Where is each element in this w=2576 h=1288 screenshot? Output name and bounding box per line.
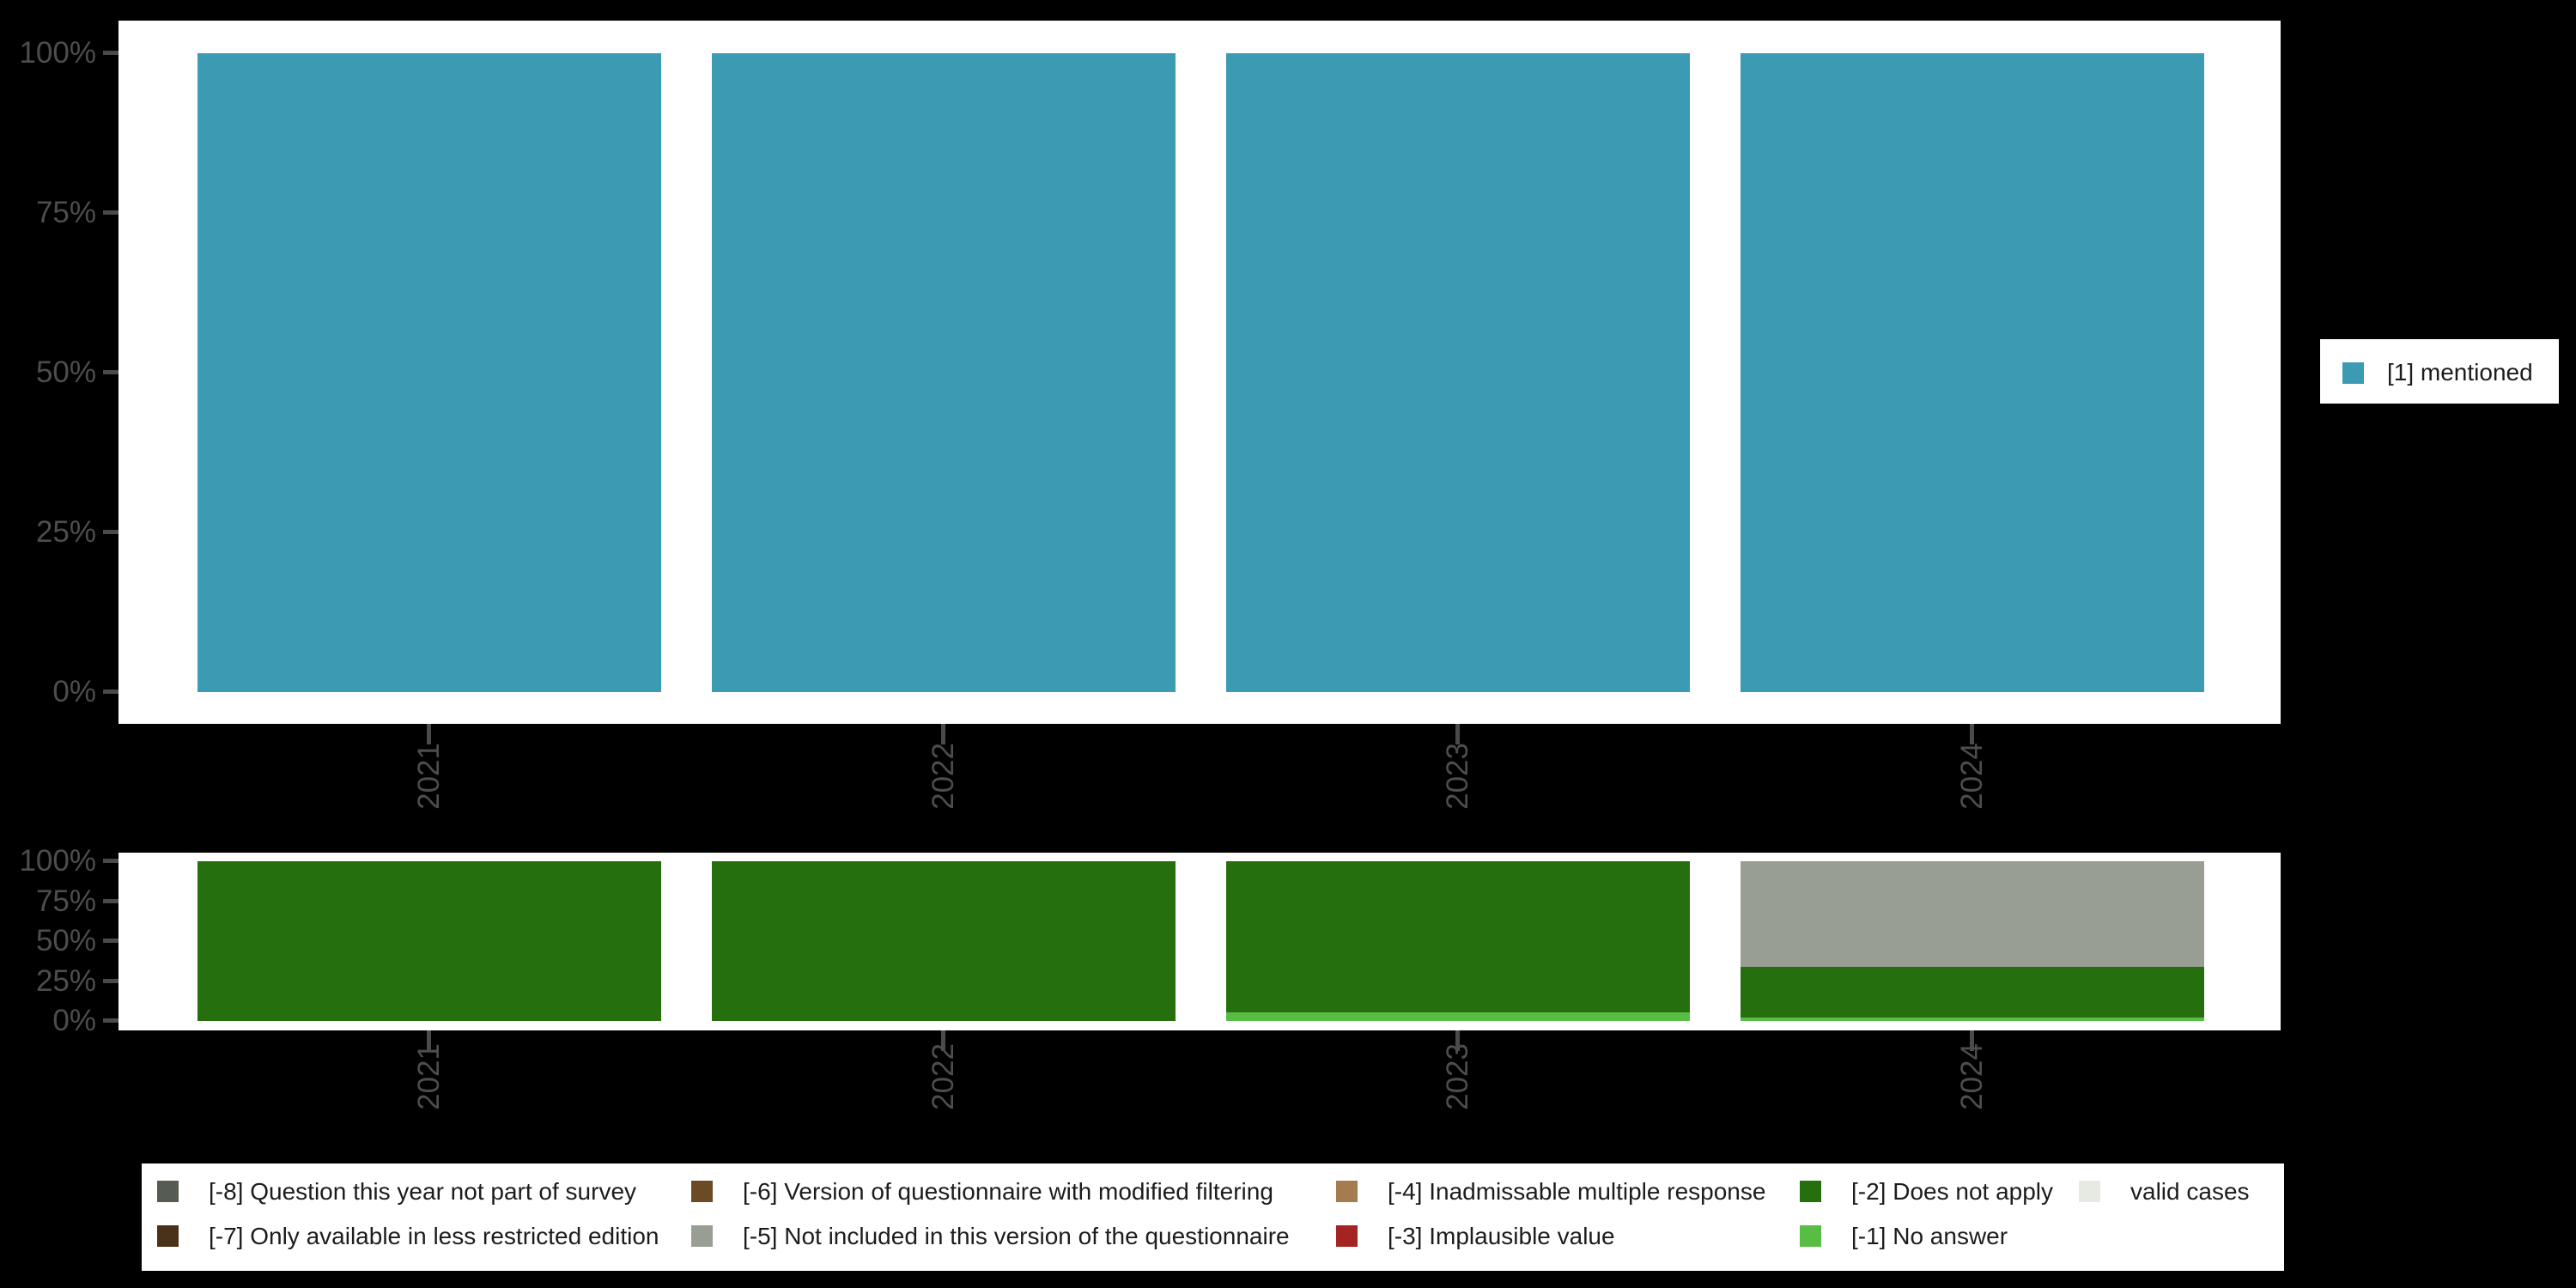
legend-swatch <box>1336 1181 1358 1202</box>
bar-2021 <box>197 861 661 1021</box>
bar-segment <box>1741 966 2204 1018</box>
y-tick <box>103 370 118 374</box>
legend-label: [-6] Version of questionnaire with modif… <box>743 1178 1273 1205</box>
mentioned-legend-label: [1] mentioned <box>2387 359 2533 386</box>
bar-2023 <box>1226 861 1690 1021</box>
mentioned-legend: [1] mentioned <box>2320 339 2559 404</box>
bar-2023 <box>1226 53 1690 692</box>
x-tick-label: 2022 <box>927 1043 960 1110</box>
legend-swatch <box>691 1225 713 1247</box>
bar-2021 <box>197 53 661 692</box>
bar-segment <box>1741 861 2204 967</box>
y-tick-label: 25% <box>35 964 96 998</box>
y-tick-label: 100% <box>19 36 96 70</box>
legend-label: [-4] Inadmissable multiple response <box>1388 1178 1766 1205</box>
bar-2024 <box>1741 53 2204 692</box>
y-tick-label: 25% <box>35 515 96 549</box>
legend-label: [-7] Only available in less restricted e… <box>209 1223 659 1249</box>
x-tick <box>941 724 945 744</box>
mentioned-legend-swatch <box>2342 362 2364 384</box>
legend-swatch <box>2079 1181 2100 1202</box>
bar-segment <box>1226 861 1690 1012</box>
y-tick <box>103 51 118 55</box>
bar-segment <box>712 53 1176 692</box>
y-tick-label: 75% <box>35 884 96 918</box>
legend-swatch <box>157 1181 179 1202</box>
x-tick <box>427 724 431 744</box>
x-tick <box>427 1030 431 1051</box>
x-tick-label: 2024 <box>1955 1043 1989 1110</box>
y-tick <box>103 899 118 903</box>
legend-label: [-1] No answer <box>1851 1223 2008 1249</box>
y-tick <box>103 1018 118 1023</box>
bar-segment <box>1226 1012 1690 1021</box>
bar-segment <box>197 53 661 692</box>
bar-segment <box>1741 1018 2204 1021</box>
legend-swatch <box>1800 1181 1821 1202</box>
legend-label: [-8] Question this year not part of surv… <box>209 1178 637 1205</box>
legend-label: [-3] Implausible value <box>1388 1223 1615 1249</box>
legend-swatch <box>691 1181 713 1202</box>
missing-values-legend: [-8] Question this year not part of surv… <box>142 1163 2284 1271</box>
y-tick-label: 50% <box>35 924 96 957</box>
x-tick <box>1970 724 1974 744</box>
y-tick-label: 0% <box>52 675 96 708</box>
legend-swatch <box>1336 1225 1358 1247</box>
y-tick-label: 100% <box>19 844 96 878</box>
y-tick <box>103 530 118 534</box>
x-tick <box>1970 1030 1974 1051</box>
bar-segment <box>712 861 1176 1021</box>
bar-2022 <box>712 53 1176 692</box>
x-tick <box>941 1030 945 1051</box>
x-tick <box>1455 1030 1460 1051</box>
bar-2022 <box>712 861 1176 1021</box>
bar-segment <box>1741 53 2204 692</box>
legend-label: [-5] Not included in this version of the… <box>743 1223 1290 1249</box>
y-tick-label: 50% <box>35 355 96 389</box>
y-tick <box>103 979 118 983</box>
y-tick-label: 0% <box>52 1004 96 1037</box>
x-tick-label: 2023 <box>1441 1043 1474 1110</box>
y-tick-label: 75% <box>35 196 96 229</box>
bar-2024 <box>1741 861 2204 1021</box>
legend-swatch <box>157 1225 179 1247</box>
legend-label: [-2] Does not apply <box>1851 1178 2054 1205</box>
x-tick-label: 2021 <box>412 1043 446 1110</box>
y-tick <box>103 210 118 215</box>
y-tick <box>103 690 118 694</box>
bar-segment <box>197 861 661 1021</box>
x-tick <box>1455 724 1460 744</box>
legend-label: valid cases <box>2130 1178 2250 1205</box>
legend-swatch <box>1800 1225 1821 1247</box>
y-tick <box>103 939 118 943</box>
y-tick <box>103 859 118 863</box>
bar-segment <box>1226 53 1690 692</box>
